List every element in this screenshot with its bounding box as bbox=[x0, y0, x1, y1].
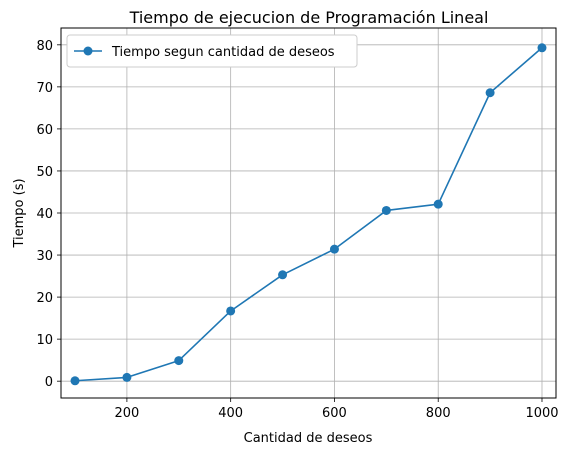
y-tick-label: 50 bbox=[36, 165, 53, 180]
y-tick-label: 60 bbox=[36, 123, 53, 138]
y-tick-label: 20 bbox=[36, 291, 53, 306]
data-point bbox=[485, 88, 495, 98]
y-tick-label: 10 bbox=[36, 333, 53, 348]
legend: Tiempo segun cantidad de deseos bbox=[66, 34, 358, 68]
data-point bbox=[70, 376, 80, 386]
ticks: 200 400 600 800 1000 0 10 20 30 40 50 60 70 80 bbox=[36, 39, 558, 421]
data-point bbox=[537, 43, 547, 53]
y-tick-label: 30 bbox=[36, 249, 53, 264]
data-point bbox=[329, 244, 339, 254]
grid bbox=[61, 28, 556, 398]
chart-title: Tiempo de ejecucion de Programación Line… bbox=[129, 8, 489, 27]
data-point bbox=[226, 306, 236, 316]
x-axis-label: Cantidad de deseos bbox=[244, 431, 373, 446]
data-point bbox=[381, 205, 391, 215]
legend-label: Tiempo segun cantidad de deseos bbox=[111, 45, 335, 60]
x-tick-label: 800 bbox=[426, 406, 451, 421]
y-tick-label: 70 bbox=[36, 81, 53, 96]
data-point bbox=[278, 270, 288, 280]
legend-box bbox=[66, 34, 358, 68]
data-point bbox=[122, 372, 132, 382]
y-tick-label: 80 bbox=[36, 39, 53, 54]
x-tick-label: 600 bbox=[322, 406, 347, 421]
y-tick-label: 0 bbox=[45, 375, 53, 390]
x-tick-label: 400 bbox=[218, 406, 243, 421]
y-axis-label: Tiempo (s) bbox=[12, 178, 27, 248]
data-point bbox=[174, 356, 184, 366]
legend-marker-swatch bbox=[83, 46, 93, 56]
series-layer bbox=[70, 43, 547, 386]
x-tick-label: 1000 bbox=[525, 406, 558, 421]
x-tick-label: 200 bbox=[114, 406, 139, 421]
y-tick-label: 40 bbox=[36, 207, 53, 222]
series-line bbox=[74, 47, 543, 382]
data-point bbox=[433, 199, 443, 209]
